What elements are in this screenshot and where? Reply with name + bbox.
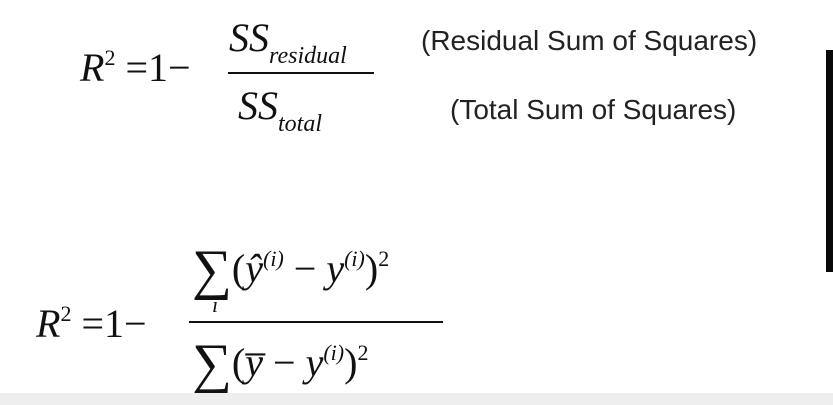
r-power: 2 — [104, 45, 116, 70]
close-paren: ) — [364, 246, 379, 291]
r-symbol: R — [80, 45, 105, 90]
close-paren-2: ) — [344, 340, 358, 385]
bottom-band — [0, 393, 833, 405]
ss-residual: SSresidual — [229, 14, 347, 69]
sum-numerator: ∑(ŷ(i) − y(i))2 — [192, 240, 389, 299]
y-hat: ŷ — [245, 246, 264, 291]
squared: 2 — [378, 246, 390, 271]
y-symbol: y — [326, 246, 345, 291]
minus-sign: − — [283, 246, 327, 291]
minus-sign-2: − — [263, 340, 306, 385]
fraction-bar-2 — [189, 321, 443, 323]
equals-one-minus: =1− — [125, 45, 191, 90]
superscript-i-2: (i) — [344, 246, 365, 271]
sum-index: i — [212, 292, 219, 317]
equation-2-lhs: R2 =1− — [36, 300, 147, 354]
superscript-i: (i) — [263, 246, 284, 271]
squared-2: 2 — [357, 340, 369, 365]
total-sum-note: (Total Sum of Squares) — [450, 94, 737, 125]
ss-total-main: SS — [238, 83, 278, 128]
y-bar: y̅ — [245, 340, 264, 385]
sum-symbol-2: ∑ — [192, 333, 232, 395]
equals-one-minus-2: =1− — [81, 301, 147, 346]
superscript-i-3: (i) — [323, 340, 345, 365]
sum-symbol: ∑ — [192, 239, 232, 301]
open-paren: ( — [231, 246, 246, 291]
residual-sum-note: (Residual Sum of Squares) — [421, 25, 758, 56]
sum-denominator: ∑(y̅ − y(i))2 — [192, 334, 368, 393]
fraction-bar-1 — [228, 72, 374, 74]
ss-total-subscript: total — [278, 111, 323, 137]
r-symbol-2: R — [36, 301, 61, 346]
right-edge-strip — [826, 50, 833, 272]
ss-residual-main: SS — [229, 15, 269, 60]
ss-residual-subscript: residual — [269, 43, 347, 69]
equation-1-lhs: R2 =1− — [80, 44, 191, 98]
r-power-2: 2 — [60, 301, 72, 326]
ss-total: SStotal — [238, 82, 323, 137]
y-symbol-2: y — [305, 340, 324, 385]
open-paren-2: ( — [231, 340, 246, 385]
